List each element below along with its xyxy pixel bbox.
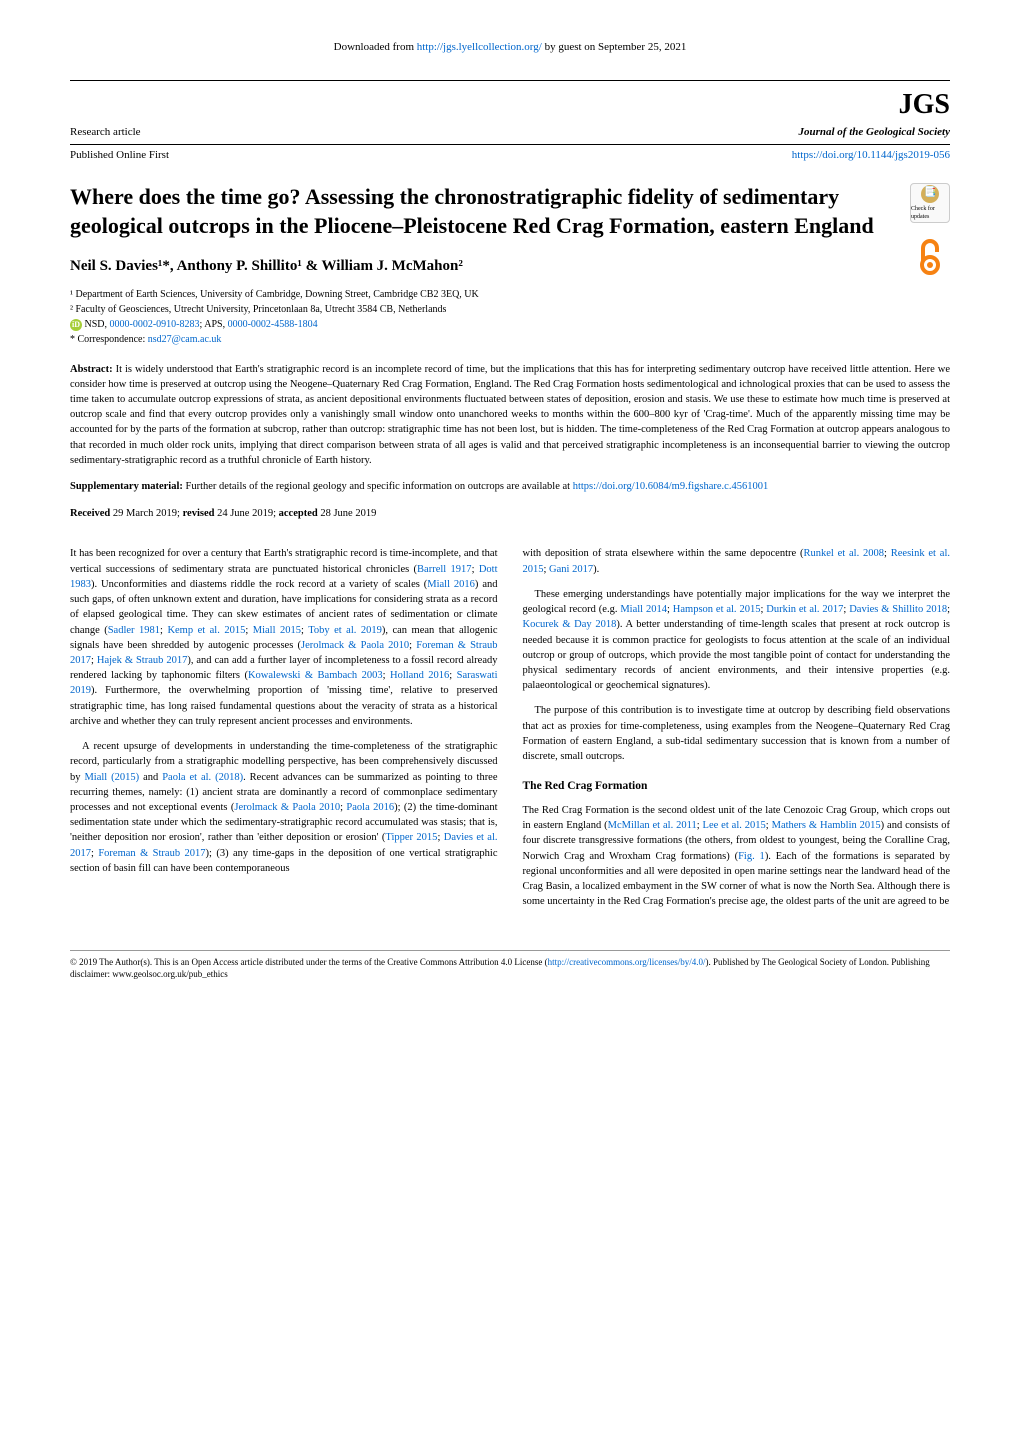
- ref-link[interactable]: Miall (2015): [84, 772, 139, 783]
- received-label: Received: [70, 508, 110, 519]
- ref-link[interactable]: Kocurek & Day 2018: [523, 619, 617, 630]
- ref-link[interactable]: Kemp et al. 2015: [167, 625, 245, 636]
- check-updates-badge[interactable]: Check for updates: [910, 183, 950, 223]
- supp-label: Supplementary material:: [70, 481, 183, 492]
- title-section: Where does the time go? Assessing the ch…: [70, 183, 950, 240]
- accepted-label: accepted: [279, 508, 318, 519]
- ref-link[interactable]: Sadler 1981: [108, 625, 160, 636]
- affiliation-2: ² Faculty of Geosciences, Utrecht Univer…: [70, 302, 950, 317]
- badges: Check for updates: [910, 183, 950, 278]
- supp-text: Further details of the regional geology …: [183, 481, 573, 492]
- ref-link[interactable]: Barrell 1917: [417, 564, 472, 575]
- journal-name: Journal of the Geological Society: [798, 125, 950, 140]
- footer-license-link[interactable]: http://creativecommons.org/licenses/by/4…: [548, 957, 706, 967]
- para-3: with deposition of strata elsewhere with…: [523, 546, 951, 576]
- ref-link[interactable]: Holland 2016: [390, 670, 449, 681]
- footer-text-1: © 2019 The Author(s). This is an Open Ac…: [70, 957, 548, 967]
- abstract: Abstract: It is widely understood that E…: [70, 362, 950, 469]
- download-banner: Downloaded from http://jgs.lyellcollecti…: [70, 40, 950, 55]
- revised-date: 24 June 2019;: [214, 508, 278, 519]
- ref-link[interactable]: Miall 2016: [427, 579, 475, 590]
- journal-block: JGS Journal of the Geological Society: [798, 85, 950, 140]
- body-columns: It has been recognized for over a centur…: [70, 546, 950, 919]
- publication-row: Published Online First https://doi.org/1…: [70, 148, 950, 163]
- orcid-line: iD NSD, 0000-0002-0910-8283; APS, 0000-0…: [70, 317, 950, 332]
- ref-link[interactable]: Miall 2014: [620, 604, 667, 615]
- ref-link[interactable]: Davies & Shillito 2018: [849, 604, 947, 615]
- revised-label: revised: [183, 508, 215, 519]
- orcid-link-1[interactable]: 0000-0002-0910-8283: [110, 319, 200, 330]
- ref-link[interactable]: McMillan et al. 2011: [608, 820, 697, 831]
- banner-link[interactable]: http://jgs.lyellcollection.org/: [417, 41, 542, 53]
- para-2: A recent upsurge of developments in unde…: [70, 739, 498, 876]
- corr-prefix: * Correspondence:: [70, 334, 148, 345]
- orcid-link-2[interactable]: 0000-0002-4588-1804: [228, 319, 318, 330]
- supp-link[interactable]: https://doi.org/10.6084/m9.figshare.c.45…: [573, 481, 769, 492]
- doi-link[interactable]: https://doi.org/10.1144/jgs2019-056: [792, 148, 950, 163]
- ref-link[interactable]: Tipper 2015: [385, 832, 437, 843]
- orcid-icon: iD: [70, 319, 82, 331]
- received-date: 29 March 2019;: [110, 508, 182, 519]
- affiliations: ¹ Department of Earth Sciences, Universi…: [70, 287, 950, 347]
- ref-link[interactable]: Toby et al. 2019: [308, 625, 382, 636]
- affiliation-1: ¹ Department of Earth Sciences, Universi…: [70, 287, 950, 302]
- orcid-prefix: NSD,: [85, 319, 110, 330]
- ref-link[interactable]: Lee et al. 2015: [703, 820, 766, 831]
- check-updates-label: Check for updates: [911, 205, 949, 222]
- orcid-mid: ; APS,: [200, 319, 228, 330]
- published-online: Published Online First: [70, 148, 169, 163]
- ref-link[interactable]: Gani 2017: [549, 564, 593, 575]
- open-access-icon: [915, 233, 945, 278]
- right-column: with deposition of strata elsewhere with…: [523, 546, 951, 919]
- ref-link[interactable]: Runkel et al. 2008: [803, 548, 884, 559]
- ref-link[interactable]: Mathers & Hamblin 2015: [772, 820, 881, 831]
- ref-link[interactable]: Foreman & Straub 2017: [98, 848, 205, 859]
- banner-suffix: by guest on September 25, 2021: [542, 41, 687, 53]
- corr-email[interactable]: nsd27@cam.ac.uk: [148, 334, 222, 345]
- banner-prefix: Downloaded from: [334, 41, 417, 53]
- ref-link[interactable]: Miall 2015: [253, 625, 301, 636]
- header-row: Research article JGS Journal of the Geol…: [70, 80, 950, 145]
- ref-link[interactable]: Paola et al. (2018): [162, 772, 243, 783]
- ref-link[interactable]: Hajek & Straub 2017: [97, 655, 187, 666]
- ref-link[interactable]: Paola 2016: [346, 802, 394, 813]
- para-4: These emerging understandings have poten…: [523, 587, 951, 694]
- ref-link[interactable]: Hampson et al. 2015: [673, 604, 761, 615]
- journal-abbrev: JGS: [798, 85, 950, 124]
- correspondence-line: * Correspondence: nsd27@cam.ac.uk: [70, 332, 950, 347]
- para-5: The purpose of this contribution is to i…: [523, 703, 951, 764]
- ref-link[interactable]: Fig. 1: [738, 851, 765, 862]
- authors: Neil S. Davies¹*, Anthony P. Shillito¹ &…: [70, 256, 950, 277]
- para-6: The Red Crag Formation is the second old…: [523, 803, 951, 910]
- article-type: Research article: [70, 125, 141, 140]
- footer: © 2019 The Author(s). This is an Open Ac…: [70, 950, 950, 981]
- article-title: Where does the time go? Assessing the ch…: [70, 183, 950, 240]
- accepted-date: 28 June 2019: [318, 508, 377, 519]
- para-1: It has been recognized for over a centur…: [70, 546, 498, 729]
- section-heading: The Red Crag Formation: [523, 778, 951, 795]
- dates: Received 29 March 2019; revised 24 June …: [70, 507, 950, 522]
- abstract-label: Abstract:: [70, 364, 113, 375]
- ref-link[interactable]: Kowalewski & Bambach 2003: [248, 670, 383, 681]
- ref-link[interactable]: Jerolmack & Paola 2010: [301, 640, 409, 651]
- supplementary-material: Supplementary material: Further details …: [70, 480, 950, 495]
- left-column: It has been recognized for over a centur…: [70, 546, 498, 919]
- check-updates-icon: [921, 185, 939, 203]
- abstract-text: It is widely understood that Earth's str…: [70, 364, 950, 466]
- ref-link[interactable]: Durkin et al. 2017: [766, 604, 843, 615]
- ref-link[interactable]: Jerolmack & Paola 2010: [234, 802, 340, 813]
